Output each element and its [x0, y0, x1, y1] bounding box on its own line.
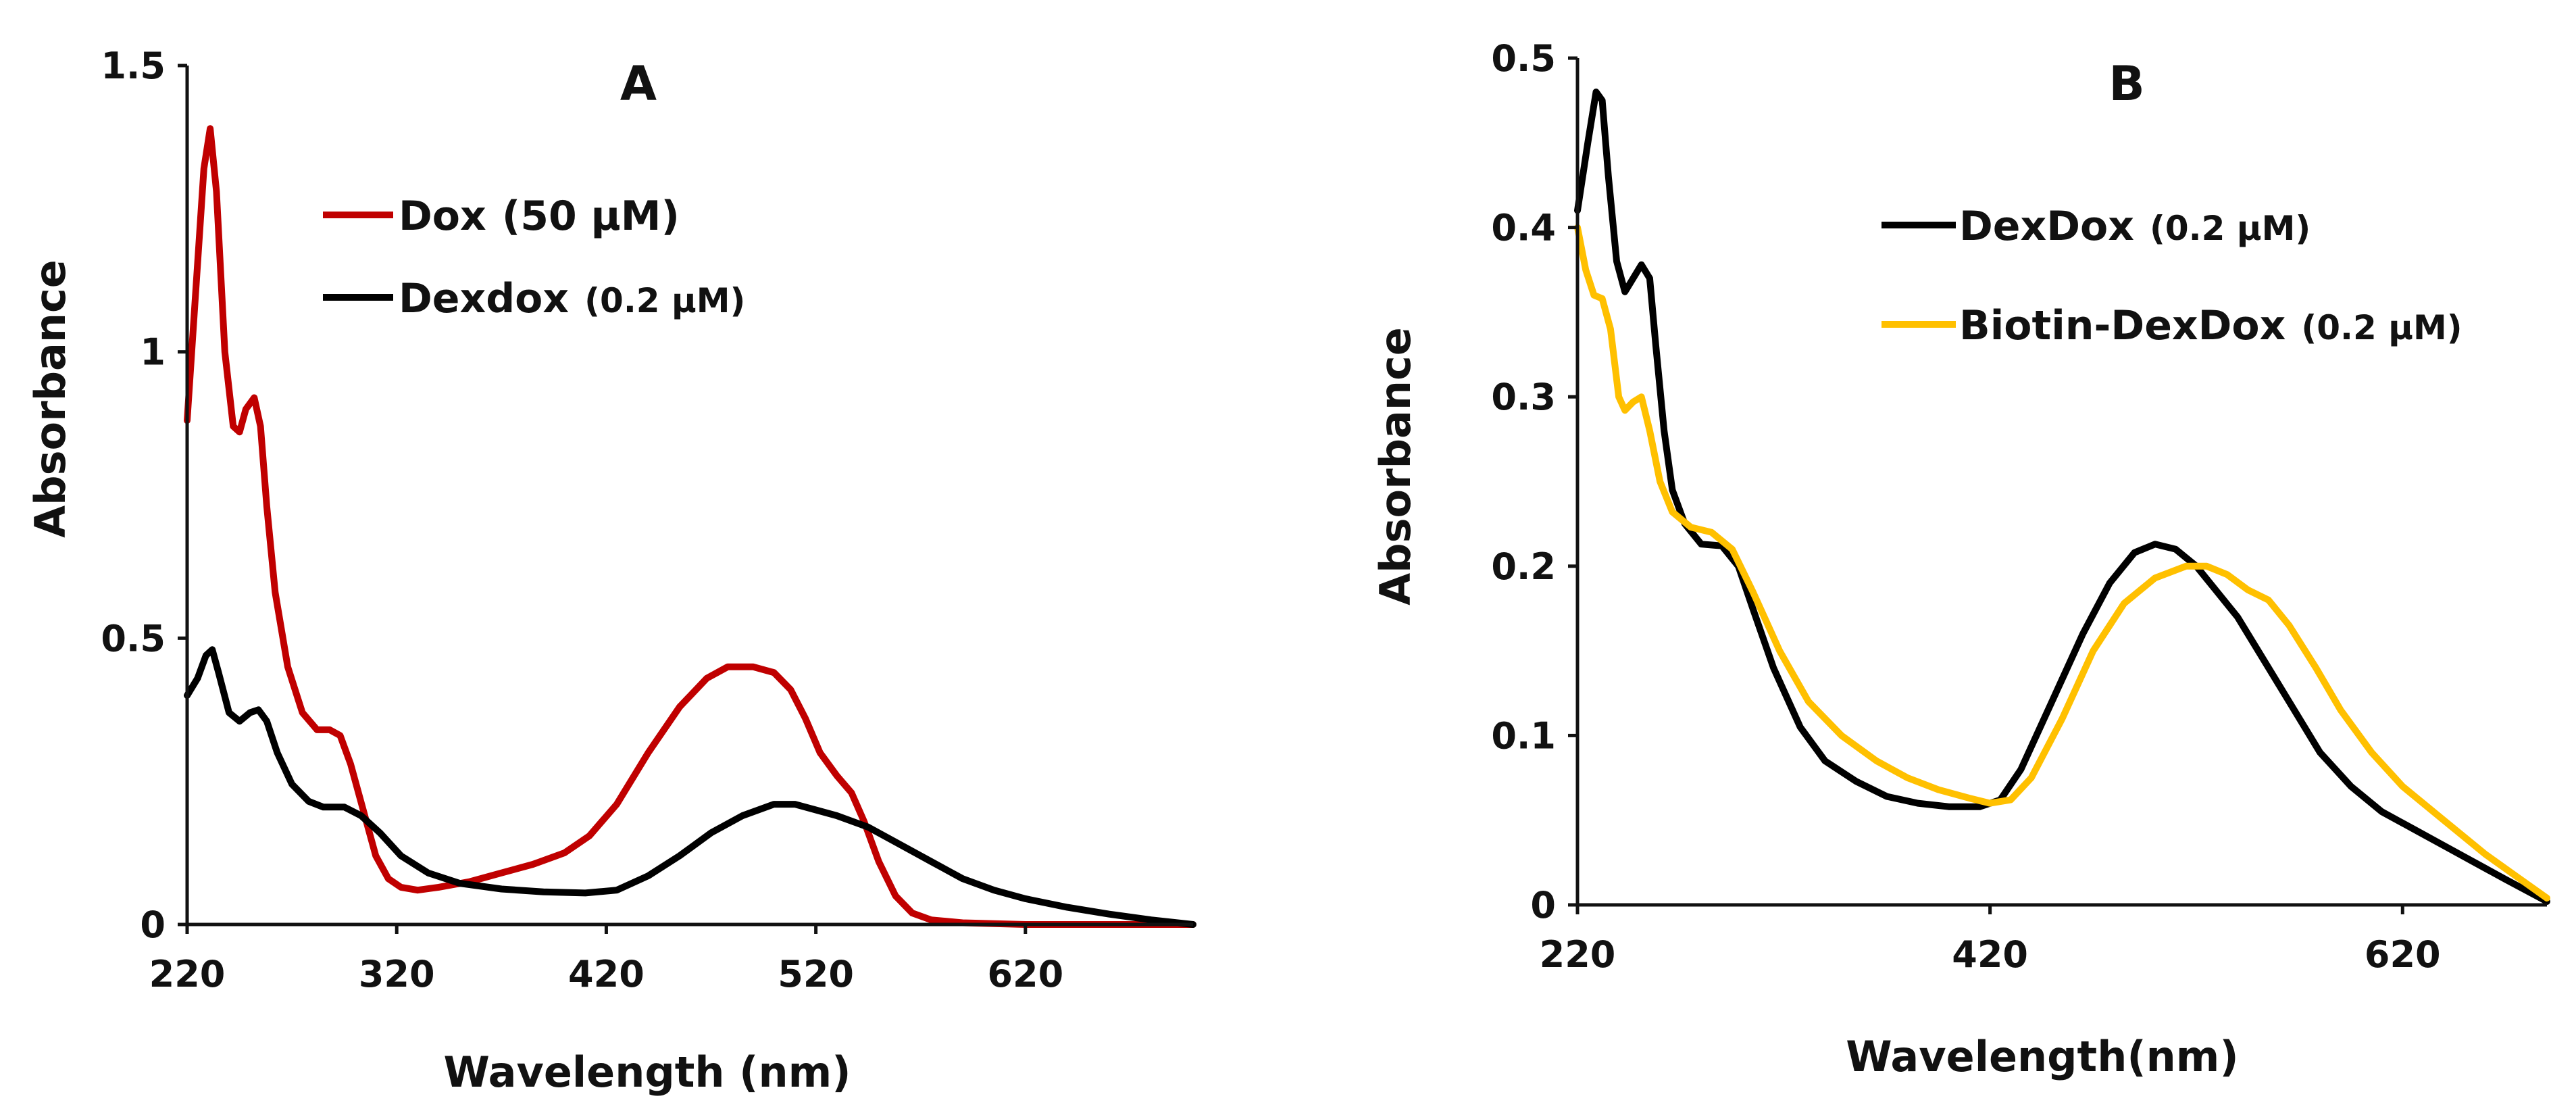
svg-text:Dox (50 μM): Dox (50 μM)	[399, 193, 680, 240]
series-line-dexdox-a	[184, 646, 1196, 928]
x-tick-label-a-2: 420	[568, 953, 645, 995]
y-tick-label-b-1: 0.1	[1491, 714, 1556, 757]
x-tick-label-a-1: 320	[359, 953, 435, 995]
panel-a-x-axis-title: Wavelength (nm)	[443, 1047, 851, 1097]
legend-conc-dexdox: (0.2 μM)	[584, 281, 745, 320]
x-tick-label-a-4: 620	[987, 953, 1063, 995]
x-tick-label-b-0: 220	[1540, 933, 1616, 976]
legend-item-biotin-dexdox: Biotin-DexDox (0.2 μM)	[1882, 302, 2463, 349]
panel-b-series-group	[1574, 89, 2550, 905]
legend-label-biotin-dexdox: Biotin-DexDox	[1959, 302, 2285, 349]
panel-a-y-ticks: 0 0.5 1 1.5	[101, 45, 187, 946]
panel-b-x-ticks: 220 420 620	[1540, 905, 2441, 976]
panel-b-y-axis-title: Absorbance	[1371, 327, 1420, 606]
y-tick-label-b-0: 0	[1530, 884, 1556, 927]
panel-b-y-ticks: 0 0.1 0.2 0.3 0.4 0.5	[1491, 37, 1577, 927]
panel-b-x-axis-title: Wavelength(nm)	[1846, 1032, 2239, 1081]
y-tick-label-b-3: 0.3	[1491, 376, 1556, 418]
panel-b-legend: DexDox (0.2 μM) Biotin-DexDox (0.2 μM)	[1882, 203, 2463, 349]
legend-label-dox: Dox	[399, 193, 486, 240]
svg-text:Biotin-DexDox (0.2 μ: Biotin-DexDox (0.2 μM)	[1959, 302, 2463, 349]
series-line-dexdox-b	[1574, 89, 2550, 905]
x-tick-label-b-2: 620	[2365, 933, 2441, 976]
panel-a-y-axis-title: Absorbance	[26, 260, 75, 538]
legend-label-dexdox-b: DexDox	[1959, 203, 2134, 250]
legend-conc-biotin-dexdox: (0.2 μM)	[2301, 308, 2462, 347]
svg-text:DexDox (0.2 μM): DexDox (0.2 μM)	[1959, 203, 2310, 250]
panel-a-title: A	[620, 56, 657, 112]
panel-b-title: B	[2108, 56, 2144, 112]
legend-conc-dox: (50 μM)	[502, 193, 680, 240]
y-tick-label-a-0: 0	[140, 904, 166, 946]
x-tick-label-a-3: 520	[778, 953, 854, 995]
y-tick-label-b-4: 0.4	[1491, 207, 1556, 249]
y-tick-label-a-3: 1.5	[101, 45, 166, 87]
panel-a-x-ticks: 220 320 420 520 620	[149, 924, 1063, 995]
chart-panel-a: A 0 0.5 1 1.5 220 320 420 520 620 Absorbance Wa…	[26, 45, 1196, 1097]
panel-a-legend: Dox (50 μM) Dexdox (0.2 μM)	[323, 193, 745, 322]
legend-label-dexdox: Dexdox	[399, 275, 569, 322]
x-tick-label-a-0: 220	[149, 953, 226, 995]
panel-a-series-group	[184, 125, 1196, 928]
y-tick-label-b-2: 0.2	[1491, 545, 1556, 588]
y-tick-label-a-2: 1	[140, 331, 166, 374]
legend-conc-dexdox-b: (0.2 μM)	[2150, 209, 2310, 248]
y-tick-label-a-1: 0.5	[101, 617, 166, 660]
legend-item-dox: Dox (50 μM)	[323, 193, 680, 240]
legend-item-dexdox: Dexdox (0.2 μM)	[323, 275, 745, 322]
y-tick-label-b-5: 0.5	[1491, 37, 1556, 80]
chart-panel-b: B 00.10.20.30.40.5 220 420 620 Absorbance …	[1371, 37, 2550, 1081]
svg-text:Dexdox (0.2 μM): Dexdox (0.2 μM)	[399, 275, 745, 322]
legend-item-dexdox-b: DexDox (0.2 μM)	[1882, 203, 2310, 250]
x-tick-label-b-1: 420	[1952, 933, 2028, 976]
series-line-biotin-dexdox-b	[1574, 224, 2550, 902]
